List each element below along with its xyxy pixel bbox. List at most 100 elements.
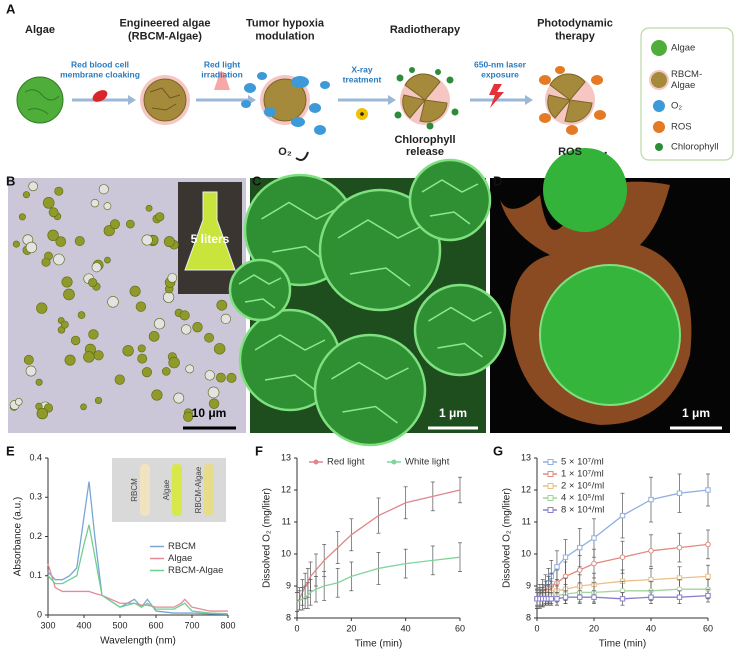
cell <box>192 321 203 333</box>
cell <box>88 329 99 340</box>
marker <box>648 496 654 503</box>
schematic <box>16 27 734 161</box>
legend-algae <box>651 40 667 56</box>
marker <box>705 573 711 580</box>
y-tick-label: 0.4 <box>29 452 42 462</box>
y-axis-title: Dissolved O₂ (mg/liter) <box>262 488 273 588</box>
marker <box>577 544 583 551</box>
legend-ros <box>653 121 665 133</box>
x-tick-label: 40 <box>646 623 656 633</box>
cell <box>129 285 141 297</box>
marker <box>648 548 654 554</box>
marker <box>554 564 560 570</box>
cell <box>208 398 220 409</box>
arrow-label: 650-nm laser <box>474 59 527 69</box>
cell <box>53 253 65 266</box>
series-line <box>296 556 461 603</box>
legend-label: Chlorophyll <box>671 142 719 153</box>
series-line <box>47 524 229 615</box>
legend-label: O₂ <box>671 101 682 112</box>
panel-label: B <box>6 173 15 188</box>
marker <box>619 596 626 602</box>
inset-label: Algae <box>162 479 171 500</box>
marker <box>562 594 569 600</box>
cell <box>55 236 67 247</box>
series-line <box>47 563 228 612</box>
cell <box>161 367 171 376</box>
legend-label: Algae <box>671 43 695 54</box>
x-tick-label: 0 <box>294 623 299 633</box>
x-tick-label: 20 <box>346 623 356 633</box>
marker <box>619 554 626 561</box>
cell <box>183 411 194 422</box>
y-tick-label: 10 <box>521 548 531 558</box>
legend-label: 4 × 10⁵/ml <box>561 493 604 504</box>
cell <box>204 370 215 381</box>
algae-cell <box>16 76 64 124</box>
tube <box>172 464 182 516</box>
cell <box>213 343 226 355</box>
cell <box>137 353 148 364</box>
legend-rbcm-algae <box>649 70 669 90</box>
cell <box>35 378 43 386</box>
cell <box>60 320 69 329</box>
marker <box>619 512 626 519</box>
note: release <box>406 146 444 158</box>
y-tick-label: 9 <box>526 580 531 590</box>
cell <box>25 365 37 377</box>
chlorophyll <box>394 67 459 130</box>
y-tick-label: 0.2 <box>29 531 42 541</box>
cell-ridges <box>331 361 409 424</box>
step-title: Radiotherapy <box>390 24 461 36</box>
x-tick-label: 800 <box>220 620 235 630</box>
legend-marker <box>391 459 397 465</box>
y-tick-label: 0 <box>37 609 42 619</box>
step-title: (RBCM-Algae) <box>128 30 202 42</box>
x-axis-title: Wavelength (nm) <box>100 636 176 647</box>
legend-label: 2 × 10⁶/ml <box>561 481 604 492</box>
x-axis-title: Time (min) <box>355 639 402 650</box>
arrow-label: membrane cloaking <box>60 69 140 79</box>
cell <box>168 356 180 369</box>
cell <box>318 188 442 312</box>
panel-label: G <box>493 443 503 458</box>
cell <box>145 204 153 212</box>
cell <box>12 240 20 248</box>
cell <box>162 291 175 303</box>
cell <box>163 236 175 248</box>
step-title: therapy <box>555 30 596 42</box>
cell <box>61 276 73 288</box>
marker <box>591 594 597 600</box>
flask <box>184 191 236 271</box>
cell <box>74 236 85 246</box>
arrow-head <box>128 95 136 105</box>
cell <box>151 389 163 401</box>
cell <box>107 296 119 308</box>
marker <box>554 596 560 602</box>
marker <box>577 594 583 600</box>
rbcm-algae-cell <box>143 78 187 122</box>
cell <box>126 219 135 229</box>
cell <box>114 374 125 385</box>
cell <box>148 331 160 342</box>
marker <box>576 567 583 573</box>
cell <box>122 345 134 357</box>
cell <box>42 197 55 209</box>
cell <box>63 288 75 301</box>
cell <box>153 318 166 330</box>
y-tick-label: 8 <box>526 612 531 622</box>
cell <box>141 367 152 378</box>
inset-label: RBCM <box>130 478 139 502</box>
y-tick-label: 11 <box>522 516 531 526</box>
marker <box>562 554 569 560</box>
cell <box>91 262 102 273</box>
legend-chlorophyll <box>655 143 663 151</box>
cell <box>181 324 192 335</box>
cell <box>98 184 109 195</box>
cell-ridges <box>337 219 423 287</box>
cell <box>48 207 59 218</box>
cell-ridges <box>428 306 492 358</box>
panel-label: E <box>6 443 15 458</box>
cell-ridges <box>421 179 479 225</box>
y-tick-label: 13 <box>521 452 531 462</box>
